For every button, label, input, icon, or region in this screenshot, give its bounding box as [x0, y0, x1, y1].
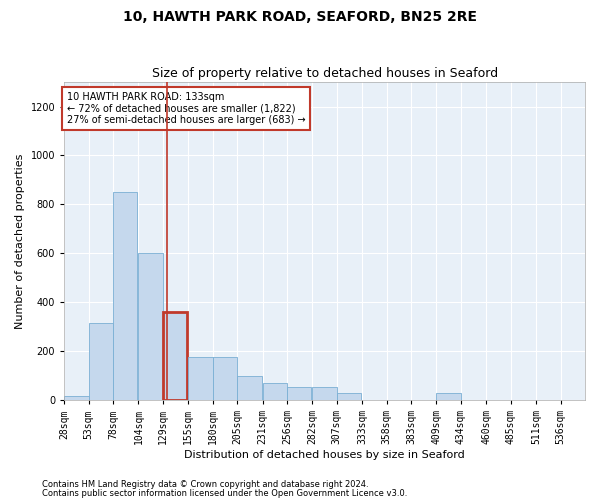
Text: Contains public sector information licensed under the Open Government Licence v3: Contains public sector information licen…	[42, 488, 407, 498]
Bar	[188, 358, 213, 400]
Text: 10, HAWTH PARK ROAD, SEAFORD, BN25 2RE: 10, HAWTH PARK ROAD, SEAFORD, BN25 2RE	[123, 10, 477, 24]
Bar	[337, 393, 361, 400]
Bar	[237, 376, 262, 400]
Bar	[113, 192, 137, 400]
Bar	[263, 383, 287, 400]
Bar	[64, 396, 89, 400]
Title: Size of property relative to detached houses in Seaford: Size of property relative to detached ho…	[152, 66, 497, 80]
Bar	[287, 386, 311, 400]
Bar	[139, 254, 163, 400]
Text: 10 HAWTH PARK ROAD: 133sqm
← 72% of detached houses are smaller (1,822)
27% of s: 10 HAWTH PARK ROAD: 133sqm ← 72% of deta…	[67, 92, 305, 125]
X-axis label: Distribution of detached houses by size in Seaford: Distribution of detached houses by size …	[184, 450, 465, 460]
Bar	[436, 393, 461, 400]
Bar	[89, 323, 113, 400]
Text: Contains HM Land Registry data © Crown copyright and database right 2024.: Contains HM Land Registry data © Crown c…	[42, 480, 368, 489]
Y-axis label: Number of detached properties: Number of detached properties	[15, 154, 25, 329]
Bar	[213, 358, 237, 400]
Bar	[163, 312, 187, 400]
Bar	[313, 386, 337, 400]
